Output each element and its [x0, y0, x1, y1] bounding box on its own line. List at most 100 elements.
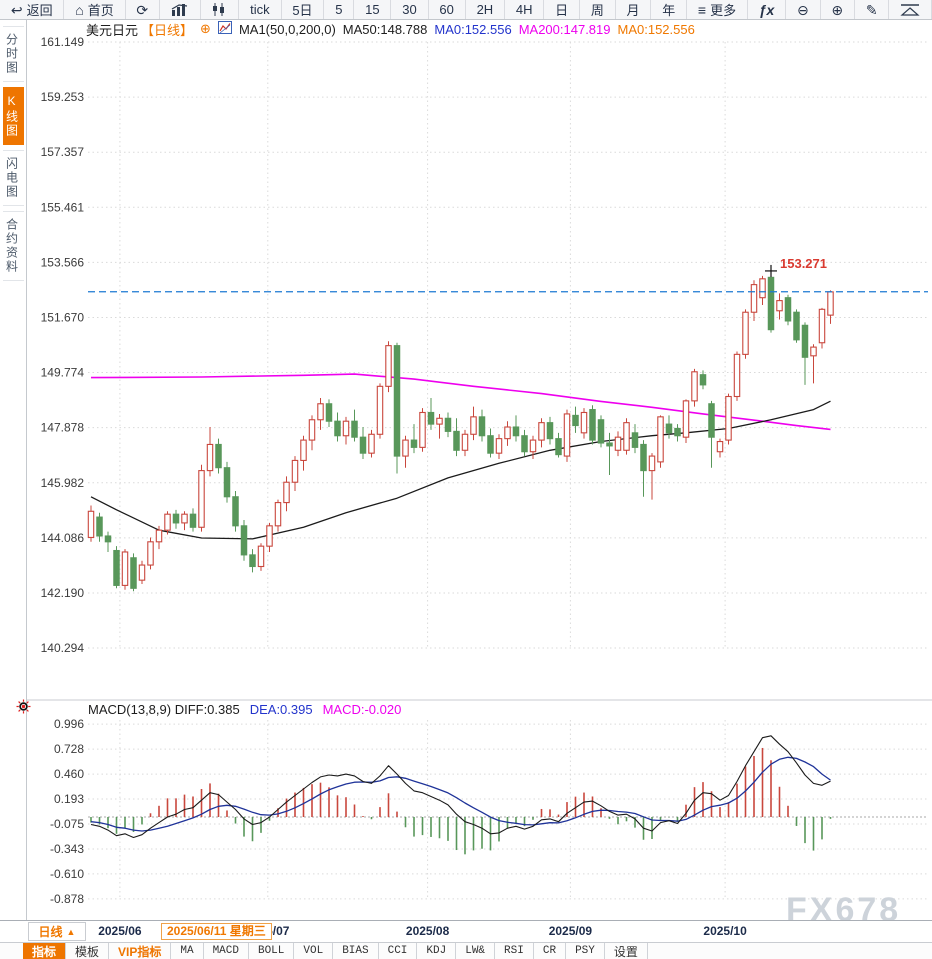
period-5min-button[interactable]: 5 [324, 0, 355, 19]
menu-icon: ≡ [697, 1, 707, 18]
sidebar-item-kline[interactable]: K线图 [2, 87, 24, 145]
price-tick-label: 161.149 [41, 35, 85, 49]
draw-pencil-button[interactable]: ✎ [855, 0, 890, 19]
indicator-tab-LW[interactable]: LW& [456, 943, 496, 959]
indicator-tab-RSI[interactable]: RSI [495, 943, 534, 959]
period-2h-button-label: 2H [476, 2, 494, 17]
period-selector-label: 日线 [38, 925, 63, 939]
chart-header: 美元日元 【日线】 ⊕ MA1(50,0,200,0) MA50:148.788 … [86, 21, 695, 38]
candles-group [87, 270, 834, 592]
price-tick-label: 159.253 [41, 90, 85, 104]
period-selector-button[interactable]: 日线 ▲ [28, 922, 86, 941]
period-4h-button[interactable]: 4H [505, 0, 545, 19]
indicator-tab-PSY[interactable]: PSY [566, 943, 605, 959]
triangle-up-icon: ▲ [66, 926, 76, 937]
period-month-button[interactable]: 月 [616, 0, 652, 19]
price-tick-label: 153.566 [41, 255, 85, 269]
ma200-value-label: MA200:147.819 [518, 21, 611, 37]
x-axis-month-label: 2025/10 [703, 924, 747, 938]
ma0-orange-value-label: MA0:152.556 [617, 21, 695, 37]
refresh-icon: ⟳ [136, 1, 149, 18]
macd-dea-line [90, 756, 831, 832]
x-axis-month-label: 2025/06 [98, 924, 142, 938]
mini-chart-icon [217, 21, 232, 37]
price-macd-chart[interactable]: 161.149 159.253 157.357 155.461 153.566 151.6… [27, 20, 932, 920]
period-label: 【日线】 [141, 22, 194, 38]
macd-group [90, 735, 832, 855]
indicator-tab-VIP指标[interactable]: VIP指标 [109, 943, 172, 959]
back-button-label: 返回 [26, 3, 53, 18]
period-tick-button[interactable]: tick [239, 0, 282, 19]
price-tick-label: 140.294 [41, 641, 85, 655]
bar-chart-view-button[interactable] [160, 0, 201, 19]
back-icon: ↩ [10, 1, 23, 18]
home-icon: ⌂ [75, 1, 84, 18]
indicator-tab-CCI[interactable]: CCI [379, 943, 418, 959]
price-tick-label: 147.878 [41, 421, 85, 435]
indicator-toolbar: 指标 模板 VIP指标 MA MACD BOLL VOL BIAS CCI KDJ LW& RSI CR… [0, 942, 932, 959]
home-button-label: 首页 [87, 3, 114, 18]
more-button-label: 更多 [710, 3, 737, 18]
period-30min-button[interactable]: 30 [391, 0, 429, 19]
period-4h-button-label: 4H [515, 2, 533, 17]
bar-chart-icon [171, 3, 189, 16]
indicator-tab-设置[interactable]: 设置 [605, 943, 648, 959]
indicator-tab-VOL[interactable]: VOL [294, 943, 334, 959]
indicator-tab-MA[interactable]: MA [171, 943, 204, 959]
formula-button[interactable]: ƒx [748, 0, 787, 19]
indicator-tab-CR[interactable]: CR [534, 943, 567, 959]
candlestick-view-button[interactable] [201, 0, 240, 19]
period-15min-button[interactable]: 15 [354, 0, 392, 19]
period-week-button[interactable]: 周 [580, 0, 616, 19]
macd-tick-label: 0.728 [54, 742, 84, 756]
symbol-label: 美元日元 [86, 22, 139, 38]
more-button[interactable]: ≡ 更多 [687, 0, 748, 19]
period-15min-button-label: 15 [365, 2, 380, 17]
period-60min-button-label: 60 [439, 2, 454, 17]
indicator-tab-BOLL[interactable]: BOLL [249, 943, 295, 959]
zoom-out-button[interactable]: ⊖ [786, 0, 821, 19]
indicator-tab-指标[interactable]: 指标 [23, 943, 67, 959]
sidebar-item-timeshare[interactable]: 分时图 [2, 26, 24, 82]
formula-icon: ƒx [758, 1, 775, 18]
grid-group: 161.149 159.253 157.357 155.461 153.566 151.6… [27, 35, 932, 906]
indicator-settings-icon[interactable] [16, 699, 31, 719]
refresh-button[interactable]: ⟳ [126, 0, 160, 19]
period-tick-button-label: tick [250, 2, 270, 17]
sidebar-item-lightning[interactable]: 闪电图 [2, 150, 24, 206]
zoom-in-button[interactable]: ⊕ [821, 0, 855, 19]
period-day-button[interactable]: 日 [544, 0, 581, 19]
top-toolbar: ↩ 返回 ⌂ 首页 ⟳ tick 5日 5 15 30 60 2H 4H 日周月年 ≡ 更多 ƒx ⊖ ⊕ ✎ [0, 0, 932, 20]
macd-header: MACD(13,8,9) DIFF:0.385 DEA:0.395 MACD:-… [88, 701, 401, 717]
period-5day-button-label: 5日 [292, 3, 313, 18]
add-compare-icon[interactable]: ⊕ [200, 21, 211, 36]
macd-settings-label: MACD(13,8,9) DIFF:0.385 [88, 701, 240, 717]
period-5min-button-label: 5 [335, 2, 343, 17]
zoom-in-icon: ⊕ [831, 1, 844, 18]
indicator-tab-模板[interactable]: 模板 [66, 943, 110, 959]
period-week-button-label: 周 [590, 3, 604, 18]
home-button[interactable]: ⌂ 首页 [64, 0, 126, 19]
period-2h-button[interactable]: 2H [466, 0, 506, 19]
macd-tick-label: -0.610 [50, 867, 84, 881]
ma-lines-group [90, 373, 831, 540]
price-tick-label: 142.190 [41, 586, 85, 600]
sidebar-item-contract-info[interactable]: 合约资料 [2, 211, 24, 281]
indicator-tab-MACD[interactable]: MACD [204, 943, 249, 959]
back-button[interactable]: ↩ 返回 [0, 0, 65, 19]
macd-tick-label: 0.193 [54, 792, 84, 806]
period-60min-button[interactable]: 60 [429, 0, 466, 19]
period-year-button[interactable]: 年 [651, 0, 688, 19]
macd-tick-label: -0.343 [50, 842, 84, 856]
price-tick-label: 149.774 [41, 366, 85, 380]
zoom-out-icon: ⊖ [797, 1, 809, 18]
indicator-tab-BIAS[interactable]: BIAS [333, 943, 379, 959]
period-year-button-label: 年 [662, 3, 676, 18]
period-5day-button[interactable]: 5日 [282, 0, 325, 19]
trendline-icon [900, 3, 920, 16]
period-day-button-label: 日 [555, 3, 569, 18]
indicator-tab-KDJ[interactable]: KDJ [417, 943, 457, 959]
price-tick-label: 145.982 [41, 476, 85, 490]
trendline-button[interactable] [889, 0, 932, 19]
